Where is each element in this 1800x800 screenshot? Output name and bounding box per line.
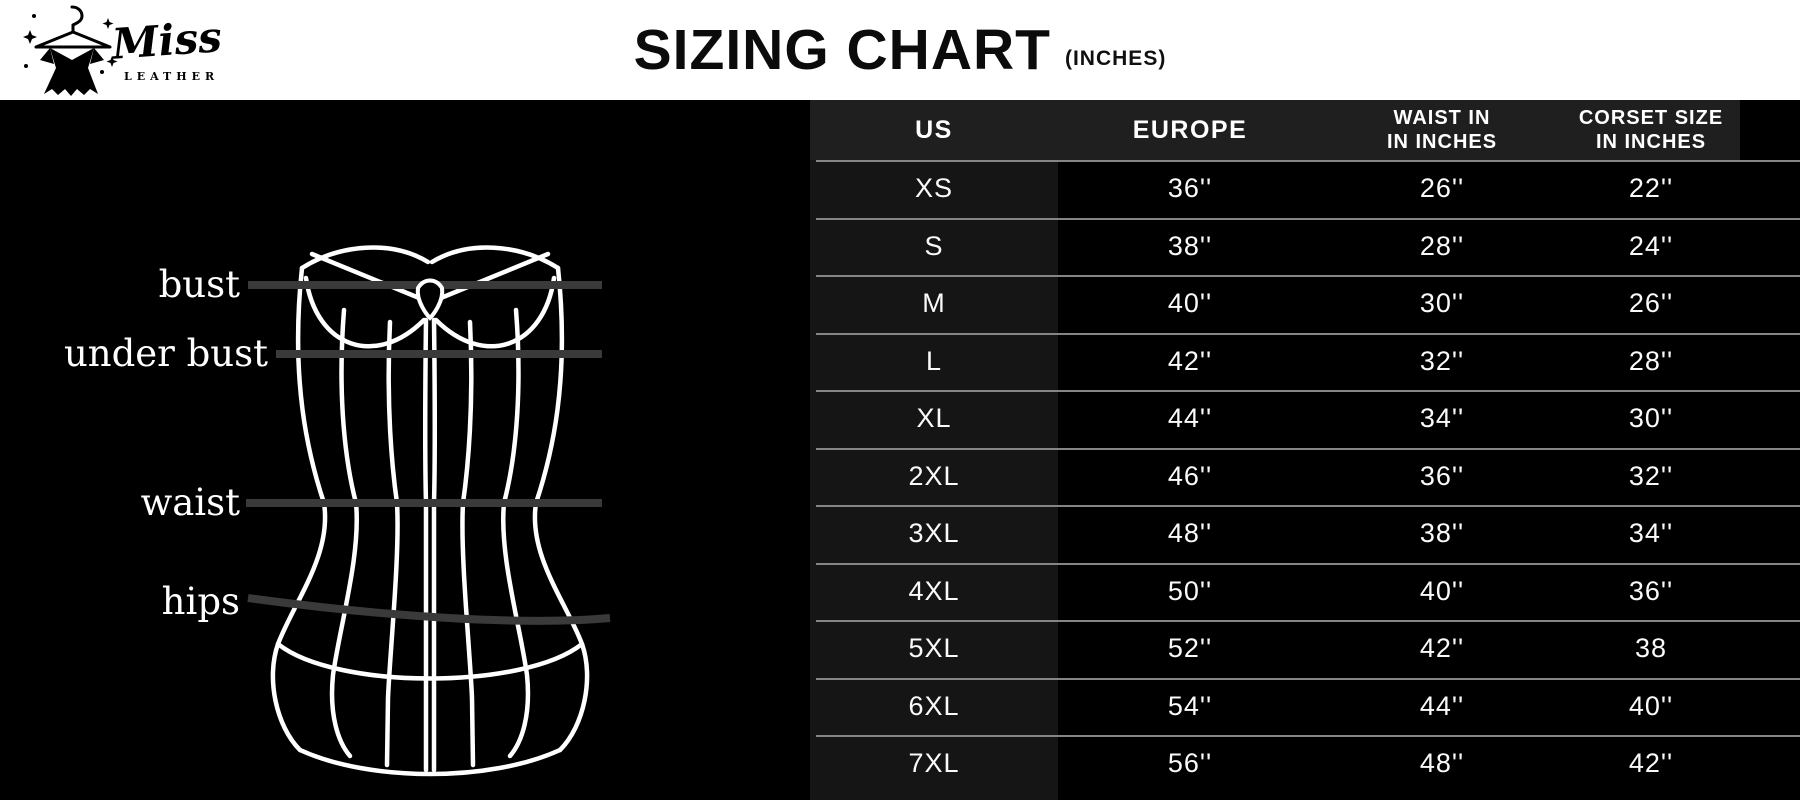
table-body: XS 36'' 26'' 22'' S 38'' 28'' 24'' M 40'…	[810, 160, 1740, 793]
cell-waist: 34''	[1419, 403, 1465, 434]
cell-europe: 42''	[1167, 345, 1213, 376]
row-separator	[816, 447, 1800, 450]
cell-europe: 48''	[1167, 518, 1213, 549]
cell-waist: 26''	[1419, 173, 1465, 204]
label-waist: waist	[140, 481, 240, 524]
table-row: L 42'' 32'' 28''	[810, 333, 1740, 391]
row-separator	[816, 735, 1800, 737]
column-header-corset: CORSET SIZE IN INCHES	[1578, 107, 1724, 153]
us-column-band	[810, 160, 1058, 800]
cell-us: L	[925, 345, 943, 376]
row-separator	[816, 390, 1800, 392]
cell-europe: 38''	[1167, 230, 1213, 261]
corset-line-art	[246, 245, 611, 777]
row-separator	[816, 505, 1800, 507]
column-header-waist: WAIST IN IN INCHES	[1386, 107, 1498, 153]
cell-waist: 44''	[1419, 690, 1465, 721]
cell-us: 7XL	[908, 748, 960, 779]
cell-corset: 38	[1634, 633, 1668, 664]
cell-us: XS	[914, 173, 954, 204]
cell-waist: 42''	[1419, 633, 1465, 664]
table-row: 5XL 52'' 42'' 38	[810, 620, 1740, 678]
label-bust: bust	[158, 263, 240, 306]
cell-corset: 28''	[1628, 345, 1674, 376]
cell-europe: 44''	[1167, 403, 1213, 434]
hips-bar	[247, 594, 611, 625]
cell-waist: 40''	[1419, 575, 1465, 606]
table-row: 2XL 46'' 36'' 32''	[810, 448, 1740, 506]
cell-waist: 38''	[1419, 518, 1465, 549]
cell-corset: 36''	[1628, 575, 1674, 606]
sweetheart-knot	[415, 278, 445, 321]
cell-us: S	[924, 230, 944, 261]
row-separator	[816, 160, 1800, 162]
cell-us: 4XL	[908, 575, 960, 606]
sparkle-icon	[23, 14, 118, 74]
row-separator	[816, 217, 1800, 220]
page-title-units: (INCHES)	[1064, 47, 1167, 70]
cell-us: 5XL	[908, 633, 960, 664]
cell-us: XL	[916, 403, 952, 434]
table-row: XL 44'' 34'' 30''	[810, 390, 1740, 448]
cell-corset: 22''	[1628, 173, 1674, 204]
cell-europe: 36''	[1167, 173, 1213, 204]
top-header-bar: Miss LEATHER SIZING CHART (INCHES)	[0, 0, 1800, 100]
cell-waist: 48''	[1419, 748, 1465, 779]
page-title: SIZING CHART	[633, 18, 1051, 82]
row-separator	[816, 562, 1800, 565]
column-header-us: US	[915, 115, 953, 144]
cell-corset: 40''	[1628, 690, 1674, 721]
table-row: 7XL 56'' 48'' 42''	[810, 735, 1740, 793]
table-row: M 40'' 30'' 26''	[810, 275, 1740, 333]
table-header-row: US EUROPE WAIST IN IN INCHES CORSET SIZE…	[810, 100, 1740, 160]
cell-corset: 42''	[1628, 748, 1674, 779]
row-separator	[816, 677, 1800, 680]
row-separator	[816, 332, 1800, 335]
cell-europe: 56''	[1167, 748, 1213, 779]
cell-waist: 32''	[1419, 345, 1465, 376]
cell-europe: 54''	[1167, 690, 1213, 721]
cell-us: 3XL	[908, 518, 960, 549]
table-row: 6XL 54'' 44'' 40''	[810, 678, 1740, 736]
hanger-icon	[34, 5, 112, 49]
chart-body: bust under bust waist hips US EUROPE WAI…	[0, 100, 1800, 800]
corset-outline	[270, 245, 590, 777]
label-under-bust: under bust	[63, 332, 268, 375]
brand-name-word: LEATHER	[124, 70, 220, 83]
label-hips: hips	[161, 580, 240, 623]
cell-waist: 36''	[1419, 460, 1465, 491]
cell-europe: 50''	[1167, 575, 1213, 606]
cell-corset: 30''	[1628, 403, 1674, 434]
row-separator	[816, 275, 1800, 277]
table-row: XS 36'' 26'' 22''	[810, 160, 1740, 218]
cell-corset: 26''	[1628, 288, 1674, 319]
page-title-block: SIZING CHART (INCHES)	[0, 0, 1800, 100]
cell-us: M	[922, 288, 946, 319]
cell-europe: 40''	[1167, 288, 1213, 319]
cell-us: 6XL	[908, 690, 960, 721]
cell-europe: 46''	[1167, 460, 1213, 491]
table-row: S 38'' 28'' 24''	[810, 218, 1740, 276]
cell-us: 2XL	[908, 460, 960, 491]
row-separator	[816, 620, 1800, 622]
table-row: 3XL 48'' 38'' 34''	[810, 505, 1740, 563]
table-row: 4XL 50'' 40'' 36''	[810, 563, 1740, 621]
dress-hanger-icon	[23, 5, 118, 96]
cell-waist: 28''	[1419, 230, 1465, 261]
column-header-europe: EUROPE	[1132, 115, 1248, 144]
brand-logo: Miss LEATHER	[20, 2, 223, 98]
cell-waist: 30''	[1419, 288, 1465, 319]
size-table: US EUROPE WAIST IN IN INCHES CORSET SIZE…	[810, 100, 1740, 800]
dress-silhouette	[40, 48, 104, 96]
cell-corset: 32''	[1628, 460, 1674, 491]
cell-corset: 24''	[1628, 230, 1674, 261]
cell-corset: 34''	[1628, 518, 1674, 549]
cell-europe: 52''	[1167, 633, 1213, 664]
